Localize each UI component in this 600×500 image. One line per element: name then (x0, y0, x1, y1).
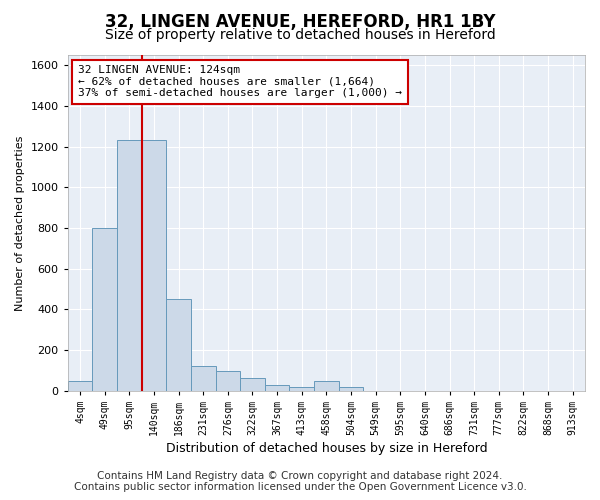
Bar (314, 380, 338, 391)
Bar (215, 372, 240, 391)
Bar (191, 366, 215, 391)
Bar (117, 140, 142, 391)
Text: Size of property relative to detached houses in Hereford: Size of property relative to detached ho… (104, 28, 496, 42)
Bar (289, 386, 314, 391)
Bar (142, 140, 166, 391)
Y-axis label: Number of detached properties: Number of detached properties (15, 135, 25, 310)
X-axis label: Distribution of detached houses by size in Hereford: Distribution of detached houses by size … (166, 442, 487, 455)
Bar (68, 380, 92, 391)
Bar (166, 299, 191, 391)
Bar (338, 386, 364, 391)
Text: Contains HM Land Registry data © Crown copyright and database right 2024.
Contai: Contains HM Land Registry data © Crown c… (74, 471, 526, 492)
Bar (92, 228, 117, 391)
Text: 32 LINGEN AVENUE: 124sqm
← 62% of detached houses are smaller (1,664)
37% of sem: 32 LINGEN AVENUE: 124sqm ← 62% of detach… (78, 65, 402, 98)
Bar (265, 384, 289, 391)
Bar (240, 378, 265, 391)
Text: 32, LINGEN AVENUE, HEREFORD, HR1 1BY: 32, LINGEN AVENUE, HEREFORD, HR1 1BY (105, 12, 495, 30)
